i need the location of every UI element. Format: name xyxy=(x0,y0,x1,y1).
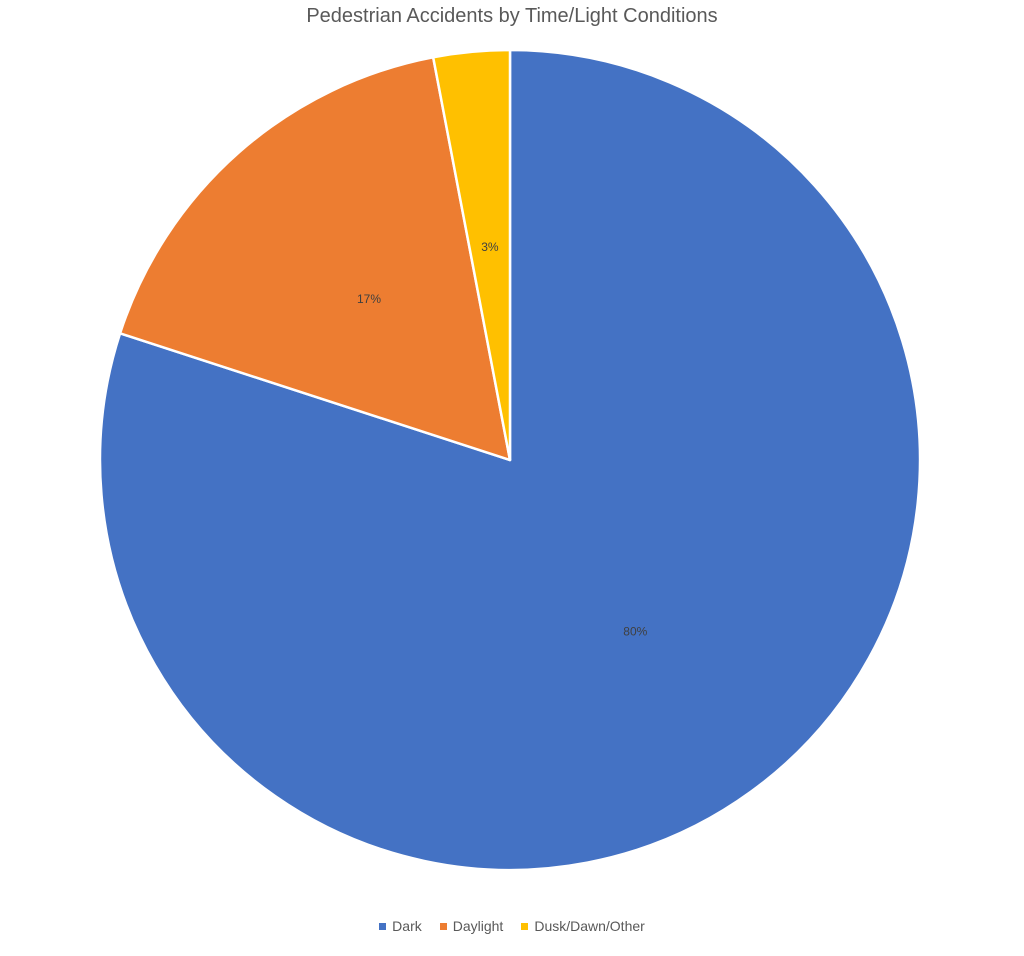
legend-label-dark: Dark xyxy=(392,918,422,934)
legend-item-daylight: Daylight xyxy=(439,918,504,934)
legend-swatch-dusk-dawn-other xyxy=(521,922,529,930)
pie-slice-dusk-dawn-other xyxy=(431,48,512,462)
legend: Dark Daylight Dusk/Dawn/Other xyxy=(0,918,1024,934)
chart-title: Pedestrian Accidents by Time/Light Condi… xyxy=(306,5,718,27)
pie-slice-daylight xyxy=(118,56,512,462)
legend-label-daylight: Daylight xyxy=(452,918,504,934)
legend-label-dusk-dawn-other: Dusk/Dawn/Other xyxy=(534,918,645,934)
pie-chart: 80% 17% 3% xyxy=(98,48,922,872)
legend-swatch-daylight xyxy=(439,922,447,930)
legend-item-dark: Dark xyxy=(379,918,422,934)
data-label-daylight: 17% xyxy=(357,292,381,306)
legend-swatch-dark xyxy=(379,922,387,930)
data-label-dark: 80% xyxy=(623,625,647,639)
legend-item-dusk-dawn-other: Dusk/Dawn/Other xyxy=(521,918,645,934)
data-label-dusk-dawn-other: 3% xyxy=(481,240,499,254)
